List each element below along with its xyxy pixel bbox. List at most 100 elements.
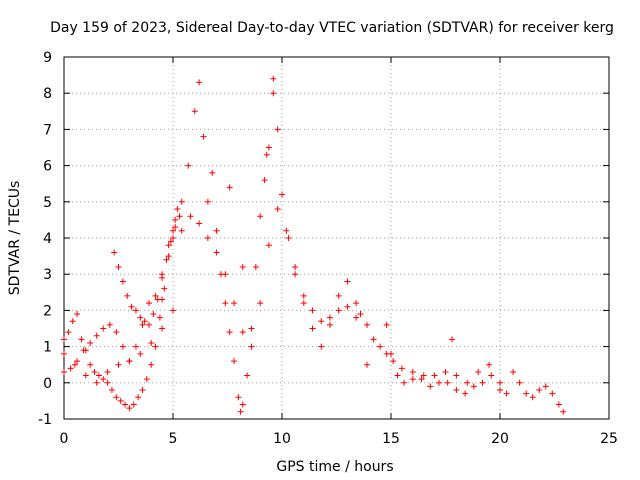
series-track-6 <box>170 206 360 350</box>
data-point <box>191 108 198 115</box>
data-point <box>146 321 153 328</box>
data-point <box>449 336 456 343</box>
data-point <box>172 216 179 223</box>
data-point <box>161 285 168 292</box>
data-point <box>409 376 416 383</box>
data-point <box>172 224 179 231</box>
data-point <box>139 321 146 328</box>
data-point <box>222 300 229 307</box>
data-point <box>244 372 251 379</box>
data-point <box>159 271 166 278</box>
data-point <box>148 339 155 346</box>
data-point <box>377 343 384 350</box>
y-tick-label: -1 <box>38 412 52 428</box>
data-point <box>156 314 163 321</box>
data-point <box>353 300 360 307</box>
data-point <box>108 387 115 394</box>
data-point <box>170 235 176 241</box>
data-point <box>300 292 307 299</box>
data-point <box>398 365 405 372</box>
data-point <box>113 329 120 336</box>
data-point <box>71 361 78 368</box>
data-point <box>154 296 161 303</box>
data-point <box>292 263 299 270</box>
data-point <box>113 394 120 401</box>
y-axis-label: SDTVAR / TECUs <box>7 181 23 296</box>
series-track-3 <box>111 213 183 328</box>
data-point <box>283 227 290 234</box>
data-point <box>453 372 460 379</box>
x-tick-label: 20 <box>491 431 509 447</box>
data-point <box>148 361 155 368</box>
data-point <box>196 220 203 227</box>
data-point <box>510 368 517 375</box>
data-point <box>87 339 94 346</box>
data-point <box>453 387 460 394</box>
data-point <box>401 379 408 386</box>
data-point <box>187 213 194 220</box>
y-tick-label: 0 <box>43 376 52 392</box>
data-point <box>87 361 94 368</box>
data-point <box>364 361 371 368</box>
data-point <box>383 321 390 328</box>
x-tick-label: 5 <box>169 431 178 447</box>
x-tick-label: 0 <box>60 431 69 447</box>
data-point <box>462 390 469 397</box>
data-point <box>61 336 67 343</box>
y-tick-label: 6 <box>43 159 52 175</box>
series-track-4 <box>61 307 176 386</box>
axis-ticks: 0 5 10 15 20 25 -1 0 1 2 3 4 5 6 7 8 9 <box>38 50 618 447</box>
data-point <box>497 387 503 394</box>
data-point <box>126 405 133 412</box>
data-point <box>209 169 216 176</box>
data-point <box>115 361 122 368</box>
data-point <box>523 390 530 397</box>
data-point <box>248 343 255 350</box>
data-point <box>274 206 281 213</box>
data-point <box>265 144 272 151</box>
data-point <box>111 249 118 256</box>
y-tick-label: 1 <box>43 340 52 356</box>
series-track-8 <box>383 321 510 397</box>
data-point <box>318 318 325 325</box>
data-point <box>344 278 351 285</box>
y-tick-label: 9 <box>43 50 52 66</box>
data-point <box>270 90 277 97</box>
data-point <box>139 387 146 394</box>
data-point <box>536 387 543 394</box>
data-point <box>93 332 100 339</box>
data-point <box>239 263 246 270</box>
data-point <box>239 401 246 408</box>
data-point <box>265 242 272 249</box>
data-point <box>104 379 111 386</box>
data-point <box>152 343 159 350</box>
data-point <box>427 383 434 390</box>
data-point <box>497 379 503 386</box>
data-point <box>309 307 316 314</box>
data-point <box>335 307 342 314</box>
gridlines <box>64 57 609 419</box>
data-point <box>344 303 351 310</box>
data-point <box>95 372 102 379</box>
data-point <box>106 321 113 328</box>
data-point <box>274 126 281 133</box>
data-point <box>231 300 238 307</box>
data-point <box>126 358 133 365</box>
data-point <box>503 390 510 397</box>
data-point <box>178 227 185 234</box>
data-point <box>159 325 166 332</box>
x-axis-label: GPS time / hours <box>276 459 393 475</box>
data-point <box>390 358 397 365</box>
data-point <box>488 372 495 379</box>
data-point <box>235 394 242 401</box>
data-point <box>252 263 259 270</box>
data-point <box>204 235 211 241</box>
data-point <box>100 376 107 383</box>
data-point <box>435 379 442 386</box>
data-point <box>178 198 185 205</box>
x-tick-label: 25 <box>600 431 618 447</box>
data-point <box>132 343 139 350</box>
data-point <box>418 376 425 383</box>
data-point <box>74 358 81 365</box>
data-point <box>409 368 416 375</box>
